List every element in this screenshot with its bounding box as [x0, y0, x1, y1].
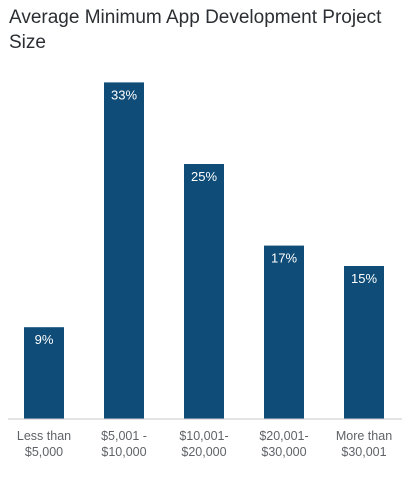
x-tick-label-3: $10,001- $20,000 [179, 429, 228, 459]
data-label-5: 15% [351, 271, 377, 286]
bar-1 [24, 327, 64, 419]
x-tick-label-2-line-1: $5,001 - [101, 429, 147, 443]
bar-4 [264, 245, 304, 419]
x-tick-label-5: More than $30,001 [336, 429, 392, 459]
x-tick-label-2: $5,001 - $10,000 [101, 429, 147, 459]
x-tick-label-4: $20,001- $30,000 [259, 429, 308, 459]
data-label-4: 17% [271, 251, 297, 266]
x-tick-label-1: Less than $5,000 [17, 429, 71, 459]
x-tick-label-4-line-1: $20,001- [259, 429, 308, 443]
x-tick-label-5-line-1: More than [336, 429, 392, 443]
data-label-3: 25% [191, 169, 217, 184]
x-tick-label-3-line-2: $20,000 [181, 445, 226, 459]
bar-3 [184, 164, 224, 419]
data-label-1: 9% [35, 332, 54, 347]
x-tick-label-2-line-2: $10,000 [101, 445, 146, 459]
x-tick-label-3-line-1: $10,001- [179, 429, 228, 443]
data-label-2: 33% [111, 87, 137, 102]
x-tick-label-1-line-1: Less than [17, 429, 71, 443]
bar-2 [104, 82, 144, 420]
x-tick-label-5-line-2: $30,001 [341, 445, 386, 459]
x-tick-label-4-line-2: $30,000 [261, 445, 306, 459]
chart-title: Average Minimum App Development Project … [9, 7, 382, 53]
x-tick-label-1-line-2: $5,000 [25, 445, 63, 459]
x-tick-labels: Less than $5,000 $5,001 - $10,000 $10,001- $2… [17, 429, 392, 459]
bar-5 [344, 266, 384, 419]
bars-group: 9% 33% 25% 17% 15% [24, 82, 384, 420]
